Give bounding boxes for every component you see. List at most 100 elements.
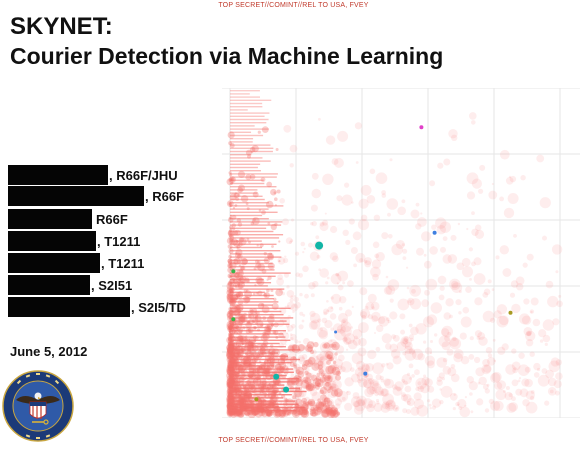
classification-banner-bottom: TOP SECRET//COMINT//REL TO USA, FVEY bbox=[218, 437, 369, 444]
data-point bbox=[237, 170, 246, 178]
data-point bbox=[326, 360, 331, 365]
data-point bbox=[481, 364, 492, 375]
data-point bbox=[389, 298, 394, 303]
data-point bbox=[413, 392, 422, 401]
data-point bbox=[430, 302, 442, 314]
data-point bbox=[228, 141, 232, 146]
data-point bbox=[484, 388, 490, 394]
data-point bbox=[249, 411, 254, 416]
data-point bbox=[234, 374, 242, 382]
data-point bbox=[305, 380, 313, 388]
data-point bbox=[436, 357, 448, 368]
dense-row bbox=[230, 106, 263, 108]
author-org: , T1211 bbox=[101, 255, 145, 271]
dense-row bbox=[230, 342, 280, 345]
data-point bbox=[320, 372, 325, 377]
data-point bbox=[247, 411, 251, 415]
data-point bbox=[308, 400, 313, 405]
data-point bbox=[318, 365, 330, 376]
data-point bbox=[265, 409, 273, 418]
data-point bbox=[335, 273, 339, 277]
dense-row bbox=[230, 294, 274, 297]
data-point bbox=[251, 145, 259, 153]
data-point bbox=[305, 382, 314, 391]
data-point bbox=[291, 323, 296, 329]
data-point bbox=[228, 398, 232, 402]
data-point bbox=[249, 146, 256, 153]
data-point bbox=[297, 409, 304, 416]
author-org: , S2I5/TD bbox=[131, 299, 186, 315]
data-point bbox=[290, 295, 294, 299]
data-point bbox=[389, 343, 399, 353]
data-point bbox=[297, 370, 305, 378]
data-point bbox=[361, 314, 367, 320]
data-point bbox=[355, 161, 359, 164]
dense-row bbox=[230, 138, 254, 140]
data-point bbox=[495, 255, 500, 260]
dense-row bbox=[230, 381, 297, 383]
data-point bbox=[282, 218, 289, 226]
data-point bbox=[451, 280, 459, 289]
data-point bbox=[306, 402, 314, 410]
data-point bbox=[316, 254, 321, 259]
data-point bbox=[438, 335, 451, 348]
data-point bbox=[312, 403, 324, 415]
data-point bbox=[421, 299, 430, 308]
data-point bbox=[281, 291, 285, 296]
data-point bbox=[442, 366, 452, 375]
data-point bbox=[369, 386, 377, 395]
data-point bbox=[295, 407, 304, 416]
dense-row bbox=[230, 358, 301, 361]
data-point bbox=[442, 254, 452, 264]
dense-row bbox=[230, 96, 260, 98]
dense-row bbox=[230, 400, 295, 402]
data-point bbox=[333, 355, 338, 360]
data-point bbox=[353, 263, 357, 268]
dense-row bbox=[230, 291, 265, 293]
data-point bbox=[305, 372, 312, 379]
data-point bbox=[353, 400, 360, 408]
data-point bbox=[303, 376, 311, 384]
data-point bbox=[310, 222, 314, 226]
dense-row bbox=[230, 317, 294, 319]
data-point bbox=[525, 401, 538, 414]
data-point bbox=[464, 396, 467, 399]
data-point bbox=[329, 407, 338, 417]
data-point bbox=[394, 381, 404, 391]
data-point bbox=[360, 214, 368, 222]
data-point bbox=[244, 410, 249, 416]
data-point bbox=[381, 401, 390, 410]
data-point bbox=[228, 171, 232, 175]
data-point bbox=[459, 406, 471, 418]
data-point bbox=[341, 194, 353, 206]
data-point bbox=[315, 235, 320, 240]
data-point bbox=[290, 239, 294, 243]
data-point bbox=[286, 324, 294, 332]
data-point bbox=[404, 348, 417, 361]
data-point bbox=[358, 322, 369, 333]
data-point bbox=[461, 257, 471, 267]
data-point bbox=[365, 363, 374, 372]
data-point bbox=[523, 327, 533, 336]
data-point bbox=[299, 392, 305, 398]
data-point bbox=[326, 276, 330, 280]
data-point bbox=[391, 243, 403, 256]
data-point bbox=[291, 218, 294, 222]
plot-grid bbox=[222, 88, 580, 418]
dense-row bbox=[230, 298, 274, 300]
data-point bbox=[515, 276, 525, 286]
data-point bbox=[389, 311, 398, 320]
data-point bbox=[458, 290, 462, 294]
data-point bbox=[276, 189, 281, 194]
data-point bbox=[335, 374, 341, 381]
data-point bbox=[236, 411, 241, 416]
data-point bbox=[556, 300, 563, 308]
data-point bbox=[326, 309, 329, 313]
data-point bbox=[474, 297, 483, 306]
data-point bbox=[230, 177, 234, 181]
data-point bbox=[395, 240, 405, 249]
data-point bbox=[271, 245, 274, 248]
data-point bbox=[358, 337, 367, 347]
data-point bbox=[322, 343, 328, 349]
data-point bbox=[293, 409, 298, 414]
